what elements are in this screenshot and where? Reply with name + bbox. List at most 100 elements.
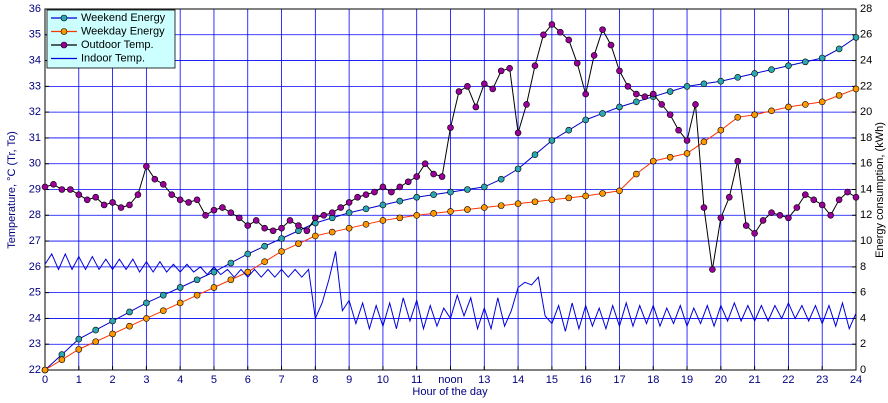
data-point [565, 194, 573, 202]
data-point [480, 80, 488, 88]
data-point [497, 202, 505, 209]
data-point [582, 90, 589, 98]
data-point [616, 187, 623, 195]
x-tick-label: 6 [245, 374, 251, 386]
data-point [802, 58, 809, 66]
data-point [159, 307, 167, 314]
data-point [278, 248, 285, 255]
data-point [835, 92, 843, 99]
data-point [193, 276, 201, 284]
data-point [396, 183, 404, 191]
data-point [278, 235, 285, 242]
data-point [83, 196, 91, 204]
data-point [565, 126, 573, 134]
data-point [742, 222, 750, 229]
data-point [58, 356, 66, 363]
data-point [117, 204, 125, 211]
x-tick-label: 13 [478, 374, 490, 386]
data-point [227, 259, 235, 267]
x-axis-label: Hour of the day [412, 386, 488, 398]
data-point [751, 70, 758, 77]
data-point [143, 299, 150, 307]
y-tick-label: 23 [29, 338, 41, 350]
data-point [717, 214, 725, 222]
data-point [793, 204, 801, 211]
data-point [531, 62, 539, 70]
y2-tick-label: 12 [860, 209, 872, 221]
data-point [768, 107, 775, 115]
data-point [514, 165, 522, 173]
data-point [50, 181, 57, 188]
y-tick-label: 31 [29, 132, 41, 144]
data-point [506, 65, 513, 72]
data-point [379, 217, 387, 224]
x-tick-label: 4 [177, 374, 183, 386]
x-tick-label: 9 [346, 374, 352, 386]
data-point [126, 322, 133, 330]
x-tick-label: 24 [850, 374, 862, 386]
data-point [810, 196, 818, 204]
data-point [176, 196, 184, 204]
data-point [633, 98, 640, 106]
data-point [261, 242, 268, 250]
data-point [666, 88, 674, 95]
data-point [328, 209, 336, 217]
data-point [134, 191, 142, 198]
data-point [312, 214, 319, 222]
x-tick-label: 1 [76, 374, 82, 386]
data-point [751, 230, 758, 237]
x-tick-label: 10 [377, 374, 389, 386]
data-point [675, 126, 682, 134]
data-point [548, 21, 556, 28]
data-point [717, 126, 725, 134]
data-point [599, 190, 606, 197]
y2-tick-label: 8 [860, 261, 866, 273]
series-line [44, 251, 857, 332]
data-point [514, 200, 522, 207]
data-point [700, 80, 708, 88]
data-point [489, 85, 497, 93]
data-point [193, 291, 201, 299]
data-point [92, 326, 99, 334]
data-point [472, 103, 480, 111]
data-point [802, 191, 809, 198]
data-point [176, 284, 184, 291]
data-point [548, 196, 556, 204]
data-point [227, 276, 235, 284]
data-point [404, 178, 412, 186]
data-point [396, 197, 404, 205]
data-point [371, 188, 378, 196]
data-point [244, 222, 252, 229]
data-point [379, 201, 387, 209]
data-point [633, 90, 640, 98]
data-point [202, 211, 209, 219]
y-tick-label: 25 [29, 287, 41, 299]
data-point [540, 31, 547, 39]
data-point [725, 193, 733, 201]
y-tick-label: 32 [29, 106, 41, 118]
y2-tick-label: 28 [860, 3, 872, 15]
data-point [210, 268, 218, 276]
data-point [75, 191, 83, 198]
data-point [41, 183, 49, 191]
data-point [92, 338, 99, 345]
data-point [58, 186, 66, 193]
y2-tick-label: 20 [860, 106, 872, 118]
x-tick-label: 19 [681, 374, 693, 386]
data-point [379, 183, 387, 191]
x-tick-label: 11 [411, 374, 422, 386]
data-point [734, 74, 742, 81]
y2-tick-label: 0 [860, 364, 866, 376]
data-point [844, 188, 851, 196]
data-point [717, 77, 725, 85]
data-point [785, 214, 792, 222]
data-point [236, 214, 243, 222]
data-point [649, 157, 657, 165]
data-point [818, 54, 826, 62]
data-point [683, 83, 691, 90]
data-point [641, 93, 649, 100]
data-point [480, 204, 488, 211]
x-tick-label: 18 [647, 374, 659, 386]
data-point [548, 137, 556, 144]
